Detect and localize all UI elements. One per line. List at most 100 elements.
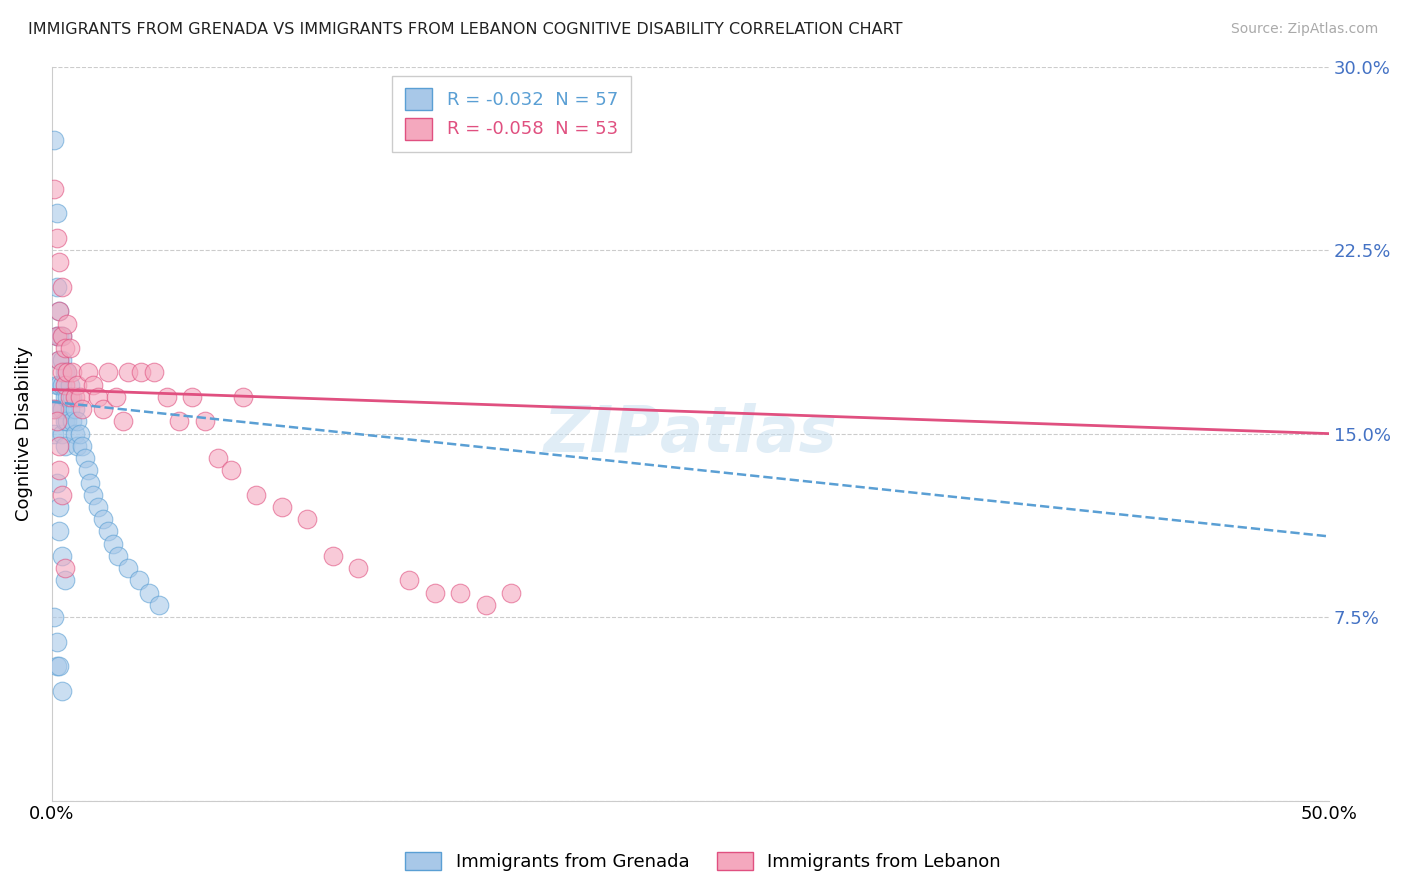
Point [51,280,73,294]
Point [51,328,73,343]
Point [45,414,67,428]
Point [59,390,82,404]
Point [48,500,70,514]
Point [66,439,89,453]
Point [69,390,91,404]
Point [51,549,73,563]
Point [44,426,66,441]
Point [51,353,73,368]
Point [322,549,344,563]
Point [69,426,91,441]
Point [45,280,67,294]
Point [56,366,79,380]
Point [63,426,86,441]
Point [53,366,76,380]
Point [104,390,127,404]
Legend: Immigrants from Grenada, Immigrants from Lebanon: Immigrants from Grenada, Immigrants from… [398,845,1008,879]
Point [48,524,70,539]
Point [51,683,73,698]
Point [60,366,83,380]
Point [76,366,98,380]
Point [475,598,498,612]
Point [66,414,89,428]
Text: Source: ZipAtlas.com: Source: ZipAtlas.com [1230,22,1378,37]
Point [82,377,104,392]
Point [48,377,70,392]
Point [51,402,73,417]
Point [66,377,89,392]
Point [117,366,139,380]
Point [117,561,139,575]
Point [148,598,170,612]
Point [44,402,66,417]
Point [59,377,82,392]
Y-axis label: Cognitive Disability: Cognitive Disability [15,346,32,521]
Point [48,255,70,269]
Point [87,390,110,404]
Point [45,475,67,490]
Point [295,512,318,526]
Point [53,341,76,355]
Point [45,377,67,392]
Point [48,353,70,368]
Point [112,414,135,428]
Point [245,488,267,502]
Point [169,414,191,428]
Point [45,659,67,673]
Point [48,353,70,368]
Point [51,366,73,380]
Point [91,512,114,526]
Point [347,561,370,575]
Point [48,659,70,673]
Point [44,610,66,624]
Point [53,561,76,575]
Point [45,328,67,343]
Point [59,402,82,417]
Point [45,634,67,648]
Point [59,341,82,355]
Point [44,402,66,417]
Point [128,574,150,588]
Point [82,488,104,502]
Point [72,439,94,453]
Point [48,402,70,417]
Point [48,304,70,318]
Point [48,304,70,318]
Point [142,366,165,380]
Point [53,414,76,428]
Point [449,585,471,599]
Point [91,402,114,417]
Point [63,390,86,404]
Point [101,537,124,551]
Point [48,328,70,343]
Point [181,390,204,404]
Point [398,574,420,588]
Point [72,402,94,417]
Point [73,451,96,466]
Point [48,463,70,477]
Point [232,390,254,404]
Point [207,451,229,466]
Point [51,426,73,441]
Point [501,585,523,599]
Text: ZIP​atlas: ZIP​atlas [544,402,837,465]
Point [53,377,76,392]
Point [79,475,101,490]
Point [219,463,242,477]
Point [48,439,70,453]
Point [63,402,86,417]
Point [194,414,217,428]
Point [270,500,292,514]
Text: IMMIGRANTS FROM GRENADA VS IMMIGRANTS FROM LEBANON COGNITIVE DISABILITY CORRELAT: IMMIGRANTS FROM GRENADA VS IMMIGRANTS FR… [28,22,903,37]
Point [44,182,66,196]
Point [56,317,79,331]
Point [129,366,152,380]
Point [56,414,79,428]
Point [97,524,120,539]
Point [156,390,179,404]
Point [51,328,73,343]
Point [107,549,129,563]
Point [45,206,67,220]
Point [53,439,76,453]
Point [138,585,160,599]
